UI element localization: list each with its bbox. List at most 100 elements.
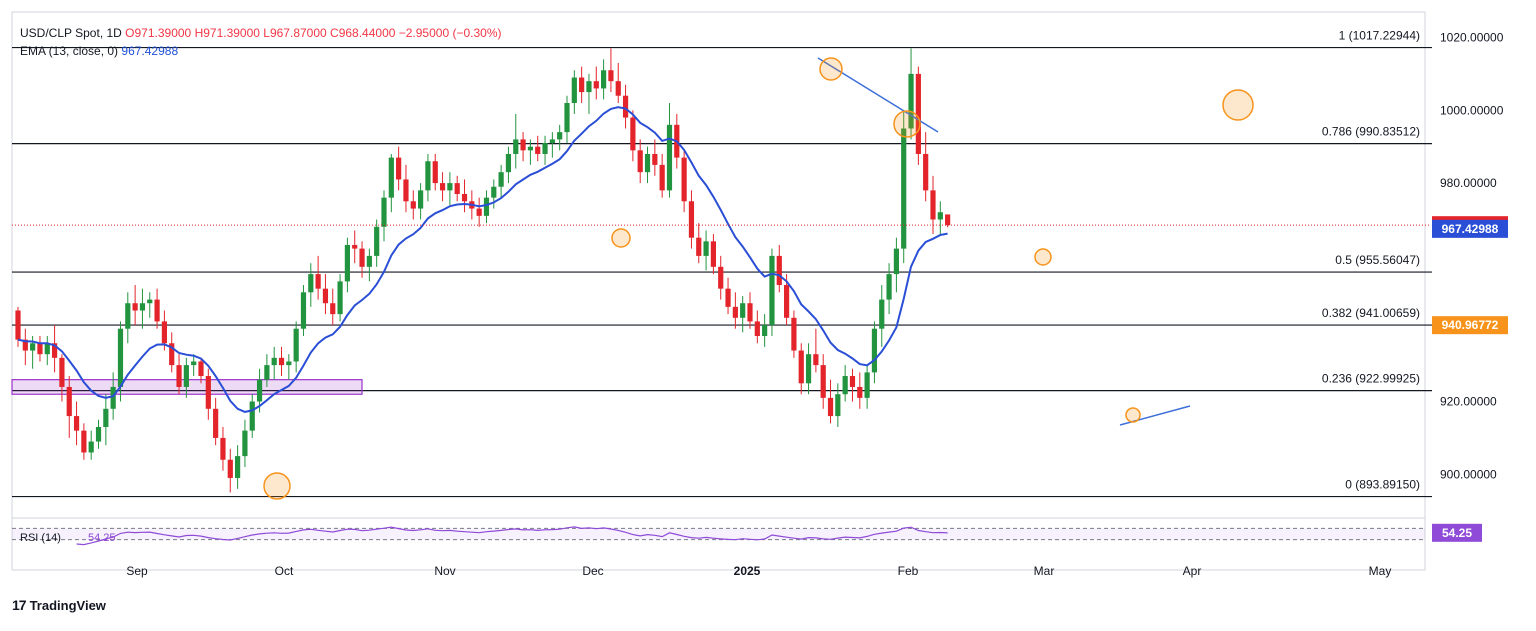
price-tag-label: 940.96772 [1442,318,1499,332]
candle-up [286,361,292,366]
candle-down [857,386,863,398]
candle-up [447,183,453,191]
candle-up [557,132,563,140]
candle-down [352,244,358,249]
candle-down [827,397,834,417]
candle-up [571,77,577,104]
candle-up [249,401,255,431]
candle-down [945,214,951,226]
candle-up [937,212,943,220]
candle-up [703,241,709,256]
candle-up [337,281,343,315]
pivot-marker [1125,407,1141,423]
x-tick-label: Mar [1034,564,1055,578]
candle-up [644,153,651,173]
candle-down [813,354,819,366]
pivot-marker [611,228,631,248]
candle-down [461,194,468,202]
tradingview-brand[interactable]: 17 TradingView [12,597,106,613]
fib-level-label: 0.786 (990.83512) [1322,125,1420,139]
symbol-label[interactable]: USD/CLP Spot, 1D [20,26,122,40]
candle-up [388,157,394,198]
candle-up [871,328,878,373]
candle-up [374,226,380,256]
ema-label[interactable]: EMA (13, close, 0) [20,44,119,58]
candle-down [315,274,321,289]
candle-up [762,325,768,336]
pivot-marker [1034,248,1052,266]
candle-down [37,343,43,355]
candle-up [117,328,124,387]
candle-up [586,81,592,93]
candle-down [330,303,336,315]
x-tick-label: Sep [126,564,148,578]
candle-down [22,339,28,351]
candle-up [740,303,746,318]
rsi-line [76,526,948,546]
candle-down [205,376,211,409]
candle-down [59,357,65,387]
y-tick-label: 980.00000 [1440,176,1497,190]
candle-up [235,456,241,478]
x-tick-label: Oct [275,564,294,578]
candle-down [15,310,21,340]
candle-down [73,416,80,431]
candle-up [527,146,533,151]
candle-down [52,343,58,358]
candle-down [622,95,629,118]
candle-down [652,153,658,165]
x-tick-label: 2025 [734,564,761,578]
tradingview-logo-icon: 17 [12,597,27,613]
candle-up [769,255,775,326]
candle-up [44,343,50,355]
candle-up [601,70,607,89]
chart-frame [11,11,1426,571]
candle-down [198,361,204,377]
candle-up [864,372,870,398]
candle-up [256,379,263,402]
candle-up [886,274,892,300]
candle-down [659,164,665,191]
candle-up [805,354,812,384]
x-tick-label: Dec [582,564,603,578]
candle-up [264,365,270,380]
candle-up [425,161,431,191]
fib-level-label: 0 (893.89150) [1345,478,1420,492]
candle-up [842,376,848,395]
candle-down [410,201,416,209]
rsi-label: RSI (14) [20,532,61,544]
candle-down [754,321,760,336]
x-tick-label: Feb [898,564,919,578]
candle-up [191,361,197,366]
candle-down [688,201,695,238]
candle-up [242,430,248,457]
candle-down [930,190,936,220]
fib-level-label: 0.382 (941.00659) [1322,306,1420,320]
candle-down [710,241,716,267]
fib-level-label: 0.5 (955.56047) [1335,253,1420,267]
candle-up [505,153,512,173]
candle-down [579,77,585,93]
candle-down [820,365,826,398]
tradingview-name: TradingView [29,597,106,613]
y-tick-label: 1000.00000 [1440,103,1504,117]
ema-value: 967.42988 [121,44,179,58]
candle-up [110,386,116,409]
y-tick-label: 900.00000 [1440,467,1497,481]
candle-down [923,153,929,191]
fib-level-label: 1 (1017.22944) [1339,29,1420,43]
candle-up [901,128,907,249]
candle-down [776,255,782,286]
candle-down [403,179,409,202]
candle-down [784,285,790,318]
candle-up [271,357,277,366]
candle-up [879,299,885,329]
candle-down [637,150,643,173]
rsi-value-label: 54.25 [1442,526,1472,540]
price-tag [1432,316,1508,335]
candle-up [95,426,102,442]
candle-down [791,317,797,351]
ohlc-readout: O971.39000 H971.39000 L967.87000 C968.44… [125,26,502,40]
